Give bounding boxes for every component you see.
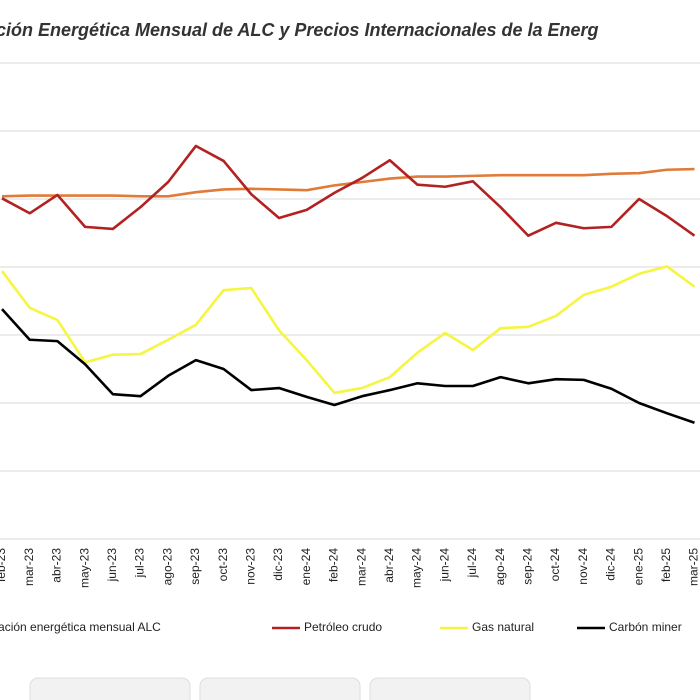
- x-tick-label: nov-23: [243, 548, 257, 585]
- x-tick-label: ene-25: [631, 548, 645, 586]
- x-tick-label: ago-23: [160, 548, 174, 586]
- tab: [29, 677, 191, 700]
- x-tick-label: dic-24: [604, 548, 618, 581]
- x-tick-label: jul-24: [465, 548, 479, 579]
- x-tick-label: mar-25: [687, 548, 700, 586]
- x-tick-label: oct-23: [216, 548, 230, 582]
- x-tick-label: feb-23: [0, 548, 8, 582]
- x-tick-label: jul-23: [133, 548, 147, 579]
- x-tick-label: ene-24: [299, 548, 313, 586]
- series-line: [1, 167, 695, 198]
- x-tick-label: abr-24: [382, 548, 396, 583]
- x-tick-label: mar-24: [354, 548, 368, 586]
- x-tick-label: may-23: [77, 548, 91, 588]
- tab: [199, 677, 361, 700]
- legend-label: Carbón miner: [609, 620, 682, 634]
- x-tick-label: may-24: [410, 548, 424, 588]
- x-tick-label: feb-24: [327, 548, 341, 582]
- legend-label: e Inflación energética mensual ALC: [0, 620, 161, 634]
- x-tick-label: dic-23: [271, 548, 285, 581]
- x-tick-label: feb-25: [659, 548, 673, 582]
- x-tick-label: sep-24: [520, 548, 534, 585]
- legend-label: Petróleo crudo: [304, 620, 382, 634]
- series-line: [0, 265, 696, 395]
- x-tick-label: jun-24: [437, 548, 451, 583]
- tab: [369, 677, 531, 700]
- legend-label: Gas natural: [472, 620, 534, 634]
- x-tick-label: mar-23: [22, 548, 36, 586]
- x-tick-label: abr-23: [50, 548, 64, 583]
- x-tick-label: ago-24: [493, 548, 507, 586]
- x-tick-label: sep-23: [188, 548, 202, 585]
- chart-title: ción Energética Mensual de ALC y Precios…: [0, 20, 599, 40]
- x-tick-label: oct-24: [548, 548, 562, 582]
- series-line: [1, 144, 696, 238]
- series-line: [1, 308, 695, 424]
- x-tick-label: jun-23: [105, 548, 119, 583]
- x-tick-label: nov-24: [576, 548, 590, 585]
